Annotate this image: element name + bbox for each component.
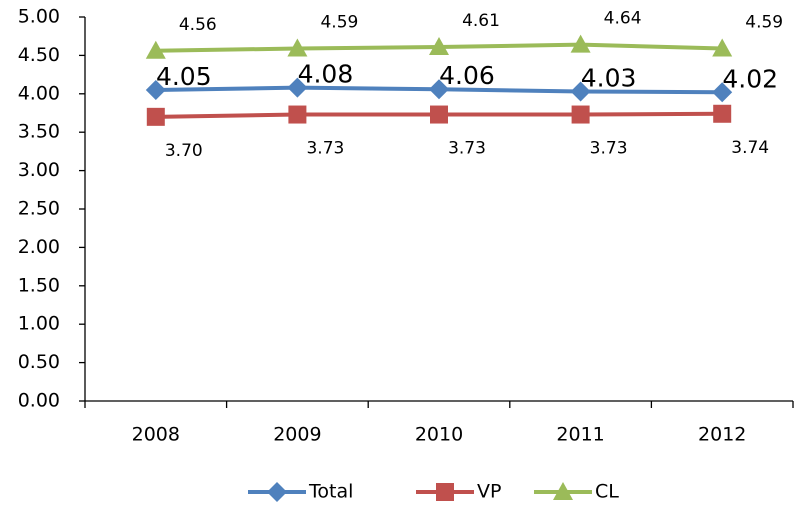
data-label: 4.59	[320, 12, 358, 32]
y-tick-label: 5.00	[18, 6, 60, 28]
x-tick-label: 2008	[132, 424, 180, 446]
marker	[429, 79, 449, 100]
data-label: 3.74	[731, 138, 769, 158]
data-label: 3.73	[590, 139, 628, 159]
marker	[713, 104, 732, 123]
marker	[288, 105, 307, 124]
y-tick-label: 0.50	[18, 351, 60, 373]
marker	[287, 38, 308, 57]
data-label: 3.73	[306, 139, 344, 159]
data-label: 4.06	[439, 61, 495, 90]
data-label: 4.05	[156, 62, 212, 91]
y-tick-label: 1.00	[18, 313, 60, 335]
x-tick-label: 2009	[273, 424, 321, 446]
legend-label: VP	[477, 481, 501, 503]
x-tick-label: 2012	[698, 424, 746, 446]
data-label: 4.59	[745, 12, 783, 32]
marker	[429, 36, 449, 55]
y-tick-label: 4.00	[18, 82, 60, 104]
y-tick-label: 2.50	[18, 198, 60, 220]
marker	[570, 34, 591, 53]
data-label: 4.02	[722, 64, 778, 93]
y-tick-label: 2.00	[18, 236, 60, 258]
marker	[436, 483, 454, 501]
marker	[287, 77, 308, 98]
x-tick-label: 2011	[556, 424, 604, 446]
legend-label: CL	[595, 481, 619, 503]
marker	[146, 107, 165, 126]
marker	[570, 81, 591, 102]
marker	[430, 105, 448, 124]
data-label: 4.03	[581, 63, 637, 92]
data-label: 4.61	[462, 11, 500, 31]
data-label: 4.64	[604, 9, 642, 29]
marker	[267, 482, 287, 502]
x-tick-label: 2010	[415, 424, 463, 446]
data-label: 3.70	[165, 141, 203, 161]
marker	[712, 82, 733, 103]
y-tick-label: 3.50	[18, 121, 60, 143]
y-tick-label: 3.00	[18, 159, 60, 181]
marker	[145, 79, 166, 100]
data-label: 3.73	[448, 139, 486, 159]
marker	[571, 105, 590, 124]
data-label: 4.56	[179, 15, 217, 35]
y-tick-label: 1.50	[18, 274, 60, 296]
y-tick-label: 4.50	[18, 44, 60, 66]
y-tick-label: 0.00	[18, 390, 60, 412]
marker	[712, 38, 733, 57]
marker	[145, 40, 166, 59]
legend-label: Total	[308, 481, 353, 503]
data-label: 4.08	[298, 60, 354, 89]
marker	[553, 482, 573, 500]
